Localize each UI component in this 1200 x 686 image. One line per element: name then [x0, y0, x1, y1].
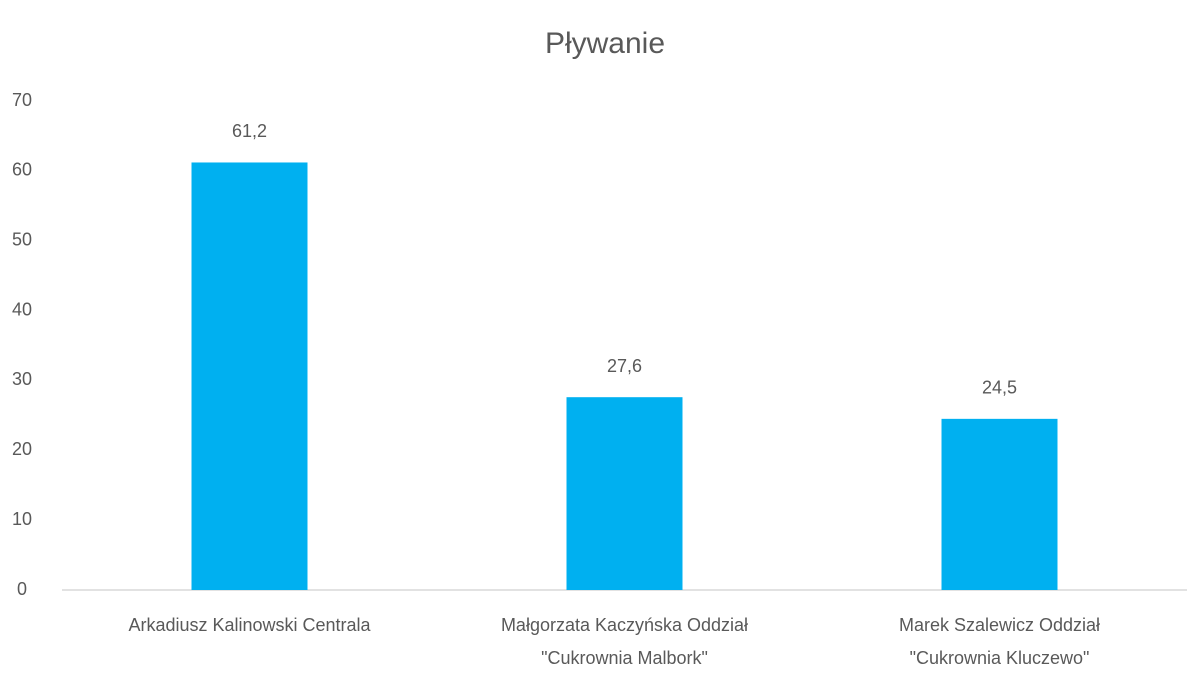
y-tick-label: 20 [12, 439, 32, 459]
x-tick-label: Małgorzata Kaczyńska Oddział [501, 615, 748, 635]
y-tick-label: 40 [12, 299, 32, 319]
y-tick-label: 50 [12, 229, 32, 249]
y-tick-label: 30 [12, 369, 32, 389]
bar [191, 162, 308, 590]
x-tick-label: "Cukrownia Kluczewo" [910, 648, 1090, 668]
x-tick-label: Arkadiusz Kalinowski Centrala [128, 615, 371, 635]
bar [566, 397, 683, 590]
x-tick-label: Marek Szalewicz Oddział [899, 615, 1100, 635]
chart-title: Pływanie [545, 27, 665, 60]
data-label: 27,6 [607, 356, 642, 376]
bar [941, 418, 1058, 590]
y-tick-label: 0 [17, 579, 27, 599]
y-tick-label: 60 [12, 160, 32, 180]
y-tick-label: 70 [12, 90, 32, 110]
data-label: 24,5 [982, 378, 1017, 398]
x-tick-label: "Cukrownia Malbork" [541, 648, 708, 668]
y-tick-label: 10 [12, 509, 32, 529]
data-label: 61,2 [232, 121, 267, 141]
